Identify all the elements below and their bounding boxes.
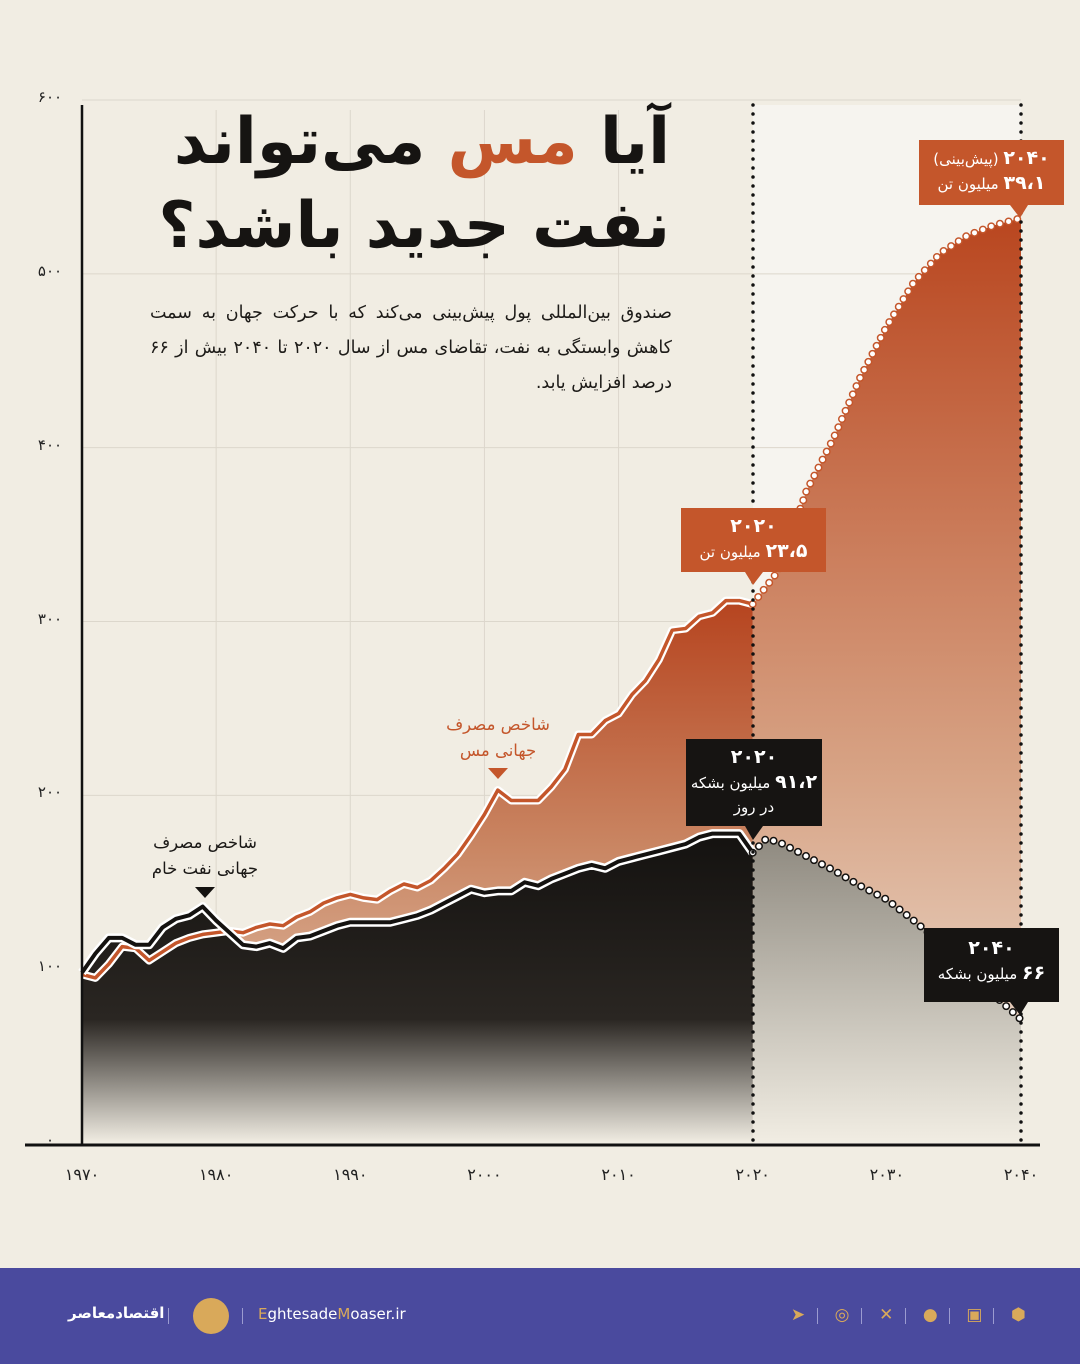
brand-logo-icon: [193, 1298, 229, 1334]
y-tick-label: ۴۰۰: [37, 435, 63, 454]
y-tick-label: ۵۰۰: [37, 261, 63, 280]
brand-name: اقتصادمعاصر: [68, 1304, 165, 1322]
callout-shapes: [681, 140, 1064, 1015]
y-tick-label: ۶۰۰: [37, 88, 63, 106]
x-tick-label: ۱۹۷۰: [64, 1165, 100, 1184]
instagram-icon[interactable]: ◎: [834, 1305, 850, 1325]
x-tick-label: ۱۹۸۰: [198, 1165, 234, 1184]
title-highlight: مس: [447, 105, 580, 179]
callout-oil-2020-box: [686, 739, 822, 826]
y-tick-label: ۱۰۰: [37, 957, 63, 976]
page-title: آیا مس می‌تواند نفت جدید باشد؟: [158, 105, 672, 263]
x-tick-label: ۲۰۱۰: [601, 1165, 636, 1184]
rubika-icon[interactable]: ⬢: [1011, 1305, 1026, 1325]
callout-copper-2020-box: [681, 508, 826, 572]
x-tick-label: ۱۹۹۰: [333, 1165, 368, 1184]
copper-line: [81, 598, 754, 980]
callout-copper-2040: ۲۰۴۰ (پیش‌بینی) ۳۹،۱ میلیون تن: [933, 147, 1050, 194]
x-tick-label: ۲۰۳۰: [869, 1165, 905, 1184]
oil-line: [80, 831, 755, 974]
website-link[interactable]: EghtesadeMoaser.ir: [258, 1305, 406, 1323]
x-tick-label: ۲۰۴۰: [1003, 1165, 1039, 1184]
footer: اقتصادمعاصر EghtesadeMoaser.ir ➤ ◎ ✕ ● ▣…: [0, 1268, 1080, 1364]
callout-oil-2020: ۲۰۲۰ ۹۱،۲ میلیون بشکه در روز: [690, 746, 818, 816]
divider: [242, 1308, 243, 1324]
callout-copper-2020: ۲۰۲۰ ۲۳،۵ میلیون تن: [699, 515, 808, 562]
subtitle: صندوق بین‌المللی پول پیش‌بینی می‌کند که …: [150, 303, 673, 393]
x-tick-label: ۲۰۲۰: [735, 1165, 770, 1184]
callout-copper-2040-box: [919, 140, 1064, 205]
divider: [168, 1308, 169, 1324]
y-tick-label: ۳۰۰: [37, 609, 63, 628]
oil-label-pointer: [195, 887, 215, 898]
copper-label-pointer: [488, 768, 508, 779]
telegram-icon[interactable]: ➤: [790, 1305, 806, 1325]
y-tick-label: ۰: [45, 1131, 55, 1149]
callout-oil-2040-box: [924, 928, 1059, 1002]
callout-oil-2040: ۲۰۴۰ ۶۶ میلیون بشکه: [937, 937, 1046, 984]
copper-series-label: شاخص مصرف جهانی مس: [446, 715, 550, 760]
social-icons: ➤ ◎ ✕ ● ▣ ⬢: [788, 1305, 1028, 1325]
oil-series-label: شاخص مصرف جهانی نفت خام: [151, 833, 259, 878]
y-tick-label: ۲۰۰: [37, 783, 63, 802]
bale-icon[interactable]: ●: [922, 1305, 938, 1325]
x-icon[interactable]: ✕: [879, 1305, 894, 1325]
oil-forecast-area: [752, 838, 1021, 1143]
oil-area: [82, 833, 753, 1143]
eitaa-icon[interactable]: ▣: [966, 1305, 983, 1325]
x-tick-label: ۲۰۰۰: [467, 1165, 502, 1184]
